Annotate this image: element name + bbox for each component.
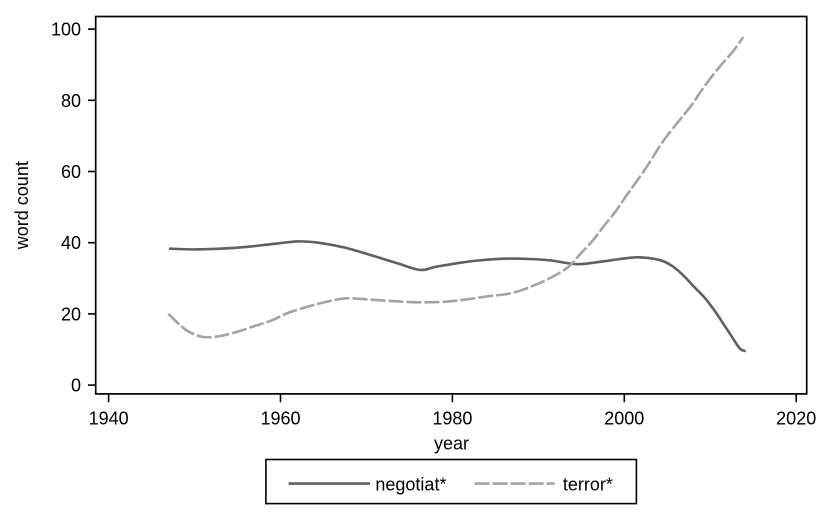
svg-text:2020: 2020: [776, 409, 816, 429]
svg-text:1980: 1980: [432, 409, 472, 429]
svg-text:100: 100: [51, 20, 81, 40]
svg-text:1960: 1960: [260, 409, 300, 429]
svg-text:2000: 2000: [604, 409, 644, 429]
svg-text:60: 60: [61, 162, 81, 182]
svg-text:negotiat*: negotiat*: [375, 475, 446, 495]
svg-text:80: 80: [61, 91, 81, 111]
svg-text:terror*: terror*: [563, 475, 613, 495]
svg-text:year: year: [434, 433, 469, 453]
svg-text:word count: word count: [12, 161, 32, 250]
svg-text:20: 20: [61, 304, 81, 324]
svg-text:0: 0: [71, 376, 81, 396]
svg-text:40: 40: [61, 233, 81, 253]
svg-text:1940: 1940: [89, 409, 129, 429]
